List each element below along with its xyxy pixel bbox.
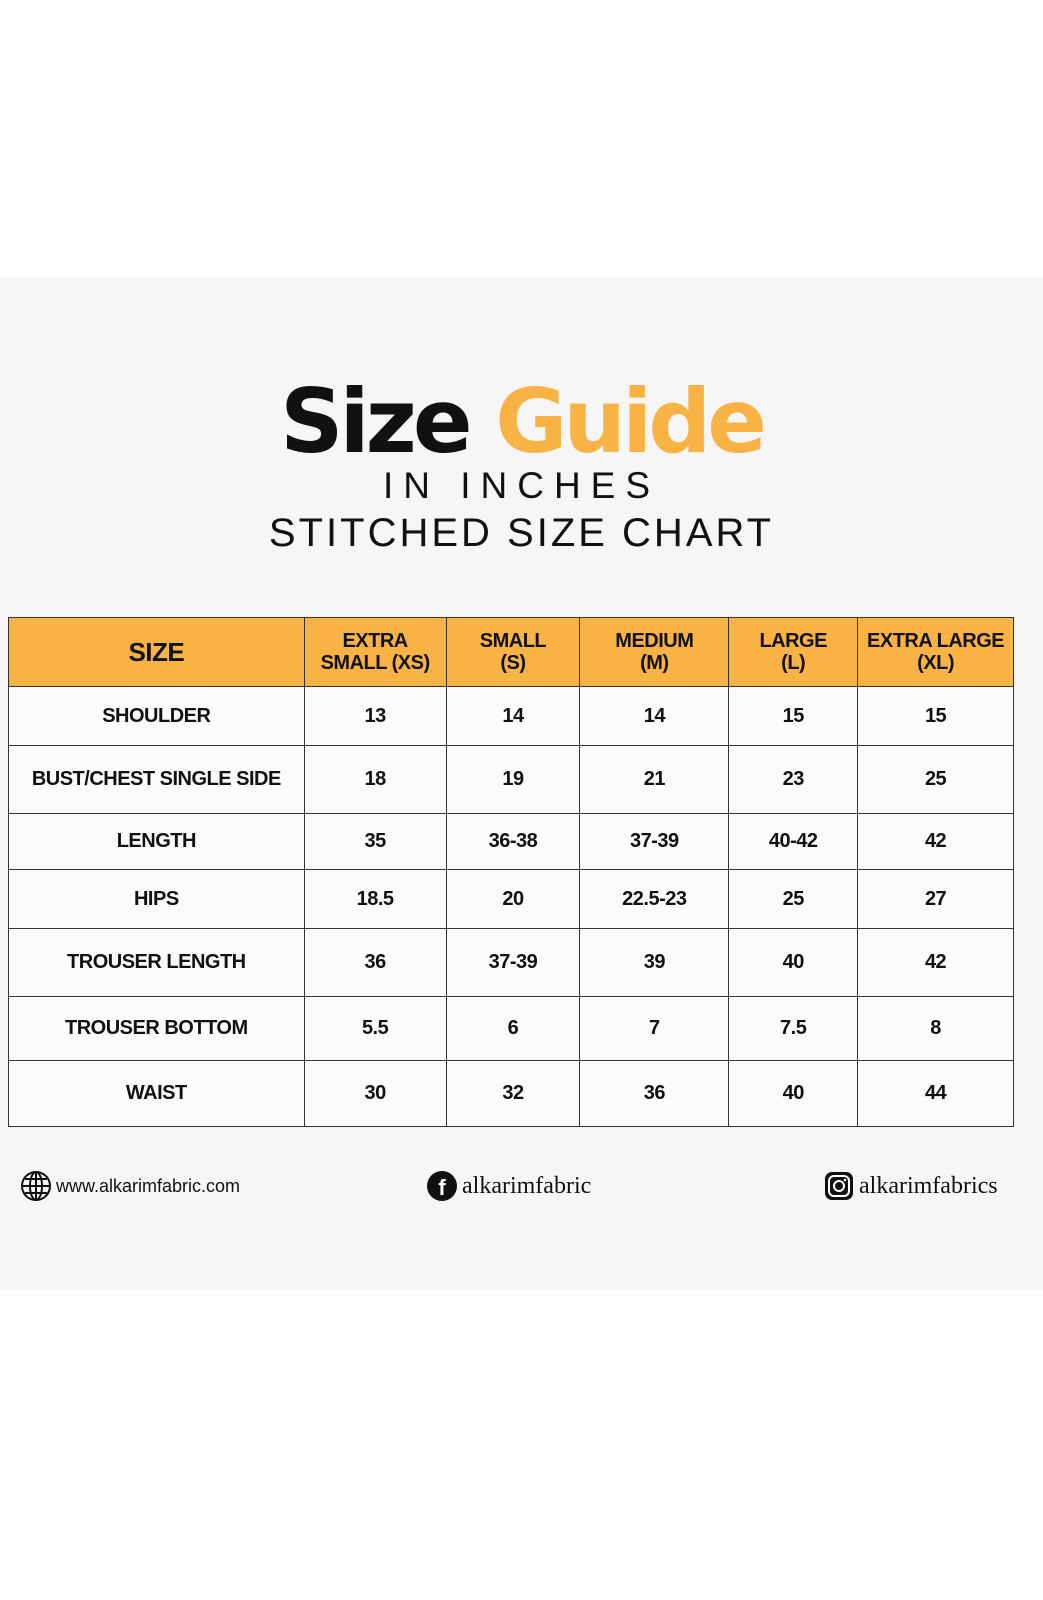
size-value: 40: [728, 1060, 859, 1127]
header-text: SMALL (XS): [320, 652, 431, 674]
size-value: 21: [579, 745, 730, 814]
column-header: LARGE (L): [728, 617, 859, 687]
table-row: TROUSER BOTTOM 5.5 6 7 7.5 8: [8, 996, 1014, 1061]
size-table: SIZE EXTRA SMALL (XS) SMALL (S) MEDIUM (M) LARG…: [8, 617, 1014, 1127]
size-value: 42: [857, 928, 1014, 997]
size-value: 32: [445, 1060, 581, 1127]
header-text: EXTRA LARGE: [867, 630, 1005, 652]
header-text: (S): [500, 652, 526, 674]
header-text: (XL): [917, 652, 955, 674]
size-value: 8: [857, 996, 1014, 1061]
table-row: WAIST 30 32 36 40 44: [8, 1060, 1014, 1127]
svg-text:f: f: [438, 1175, 446, 1200]
size-value: 15: [728, 686, 859, 746]
size-value: 37-39: [579, 813, 730, 870]
instagram-link[interactable]: alkarimfabrics: [823, 1170, 998, 1202]
column-header: EXTRA SMALL (XS): [303, 617, 447, 687]
facebook-icon: f: [427, 1171, 457, 1201]
website-link[interactable]: www.alkarimfabric.com: [20, 1170, 240, 1202]
size-value: 25: [857, 745, 1014, 814]
size-value: 44: [857, 1060, 1014, 1127]
subtitle-chart: STITCHED SIZE CHART: [268, 511, 775, 555]
column-header: EXTRA LARGE (XL): [857, 617, 1014, 687]
size-value: 13: [303, 686, 447, 746]
column-header: SMALL (S): [445, 617, 581, 687]
size-value: 5.5: [303, 996, 447, 1061]
size-value: 7: [579, 996, 730, 1061]
facebook-link[interactable]: f alkarimfabric: [426, 1170, 591, 1202]
size-value: 36: [579, 1060, 730, 1127]
size-value: 22.5-23: [579, 869, 730, 929]
size-value: 25: [728, 869, 859, 929]
size-value: 42: [857, 813, 1014, 870]
size-value: 7.5: [728, 996, 859, 1061]
size-value: 35: [303, 813, 447, 870]
measurement-label: TROUSER BOTTOM: [8, 996, 305, 1061]
header-text: SIZE: [128, 637, 185, 667]
measurement-label: SHOULDER: [8, 686, 305, 746]
header-text: MEDIUM: [615, 630, 694, 652]
header-row: SIZE EXTRA SMALL (XS) SMALL (S) MEDIUM (M) LARG…: [8, 617, 1014, 687]
measurement-label: LENGTH: [8, 813, 305, 870]
measurement-label: HIPS: [8, 869, 305, 929]
header-text: LARGE: [759, 630, 827, 652]
page-title: Size Guide: [0, 370, 1043, 473]
instagram-icon: [825, 1172, 853, 1200]
size-value: 27: [857, 869, 1014, 929]
size-value: 36: [303, 928, 447, 997]
size-value: 37-39: [445, 928, 581, 997]
table-row: TROUSER LENGTH 36 37-39 39 40 42: [8, 928, 1014, 997]
measurement-label: BUST/CHEST SINGLE SIDE: [8, 745, 305, 814]
size-value: 30: [303, 1060, 447, 1127]
header-text: EXTRA: [342, 630, 408, 652]
size-value: 19: [445, 745, 581, 814]
size-value: 23: [728, 745, 859, 814]
size-value: 14: [579, 686, 730, 746]
size-value: 40-42: [728, 813, 859, 870]
size-value: 6: [445, 996, 581, 1061]
globe-icon: [21, 1171, 51, 1201]
measurement-label: WAIST: [8, 1060, 305, 1127]
size-value: 15: [857, 686, 1014, 746]
subtitle-units: IN INCHES: [382, 465, 661, 506]
table-row: BUST/CHEST SINGLE SIDE 18 19 21 23 25: [8, 745, 1014, 814]
column-header: MEDIUM (M): [579, 617, 730, 687]
measurement-label: TROUSER LENGTH: [8, 928, 305, 997]
size-value: 18: [303, 745, 447, 814]
column-header: SIZE: [8, 617, 305, 687]
size-value: 14: [445, 686, 581, 746]
instagram-text: alkarimfabrics: [859, 1172, 998, 1199]
website-text: www.alkarimfabric.com: [56, 1175, 241, 1196]
size-value: 36-38: [445, 813, 581, 870]
header-text: (L): [781, 652, 806, 674]
table-row: LENGTH 35 36-38 37-39 40-42 42: [8, 813, 1014, 870]
size-value: 39: [579, 928, 730, 997]
header-text: SMALL: [479, 630, 547, 652]
table-row: SHOULDER 13 14 14 15 15: [8, 686, 1014, 746]
size-value: 18.5: [303, 869, 447, 929]
title-guide: Guide: [495, 370, 767, 473]
facebook-text: alkarimfabric: [462, 1172, 592, 1199]
title-size: Size: [280, 370, 472, 473]
table-row: HIPS 18.5 20 22.5-23 25 27: [8, 869, 1014, 929]
header-text: (M): [640, 652, 669, 674]
size-value: 40: [728, 928, 859, 997]
size-value: 20: [445, 869, 581, 929]
